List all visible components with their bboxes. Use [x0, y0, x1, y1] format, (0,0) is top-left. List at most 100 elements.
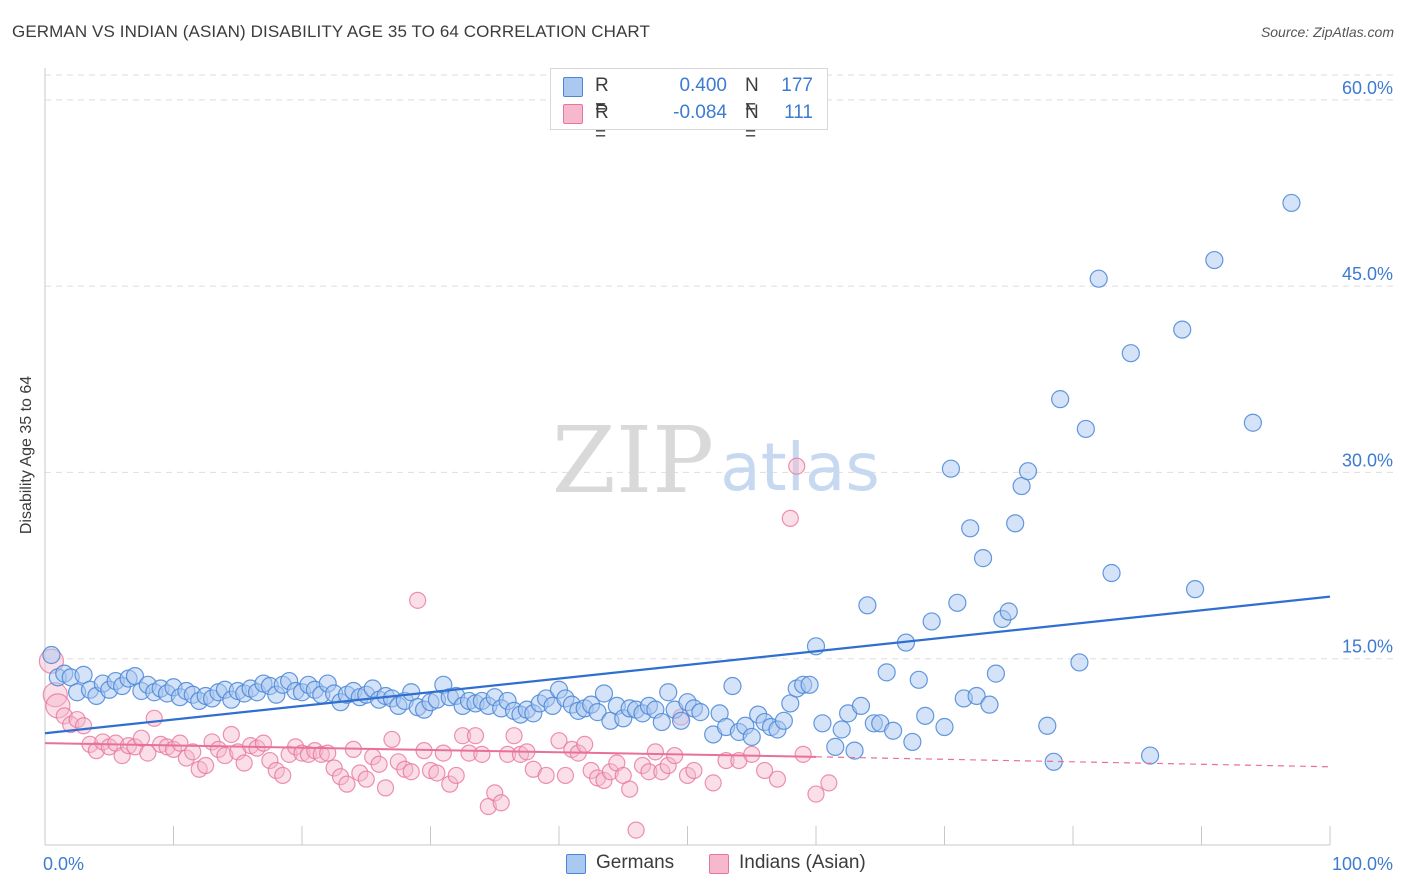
- y-tick-label: 60.0%: [1342, 78, 1393, 98]
- indians-point: [659, 756, 677, 775]
- germans-point: [813, 714, 832, 733]
- germans-point: [723, 676, 742, 696]
- indians-point: [254, 734, 273, 752]
- indians-point: [235, 754, 253, 772]
- indians-point: [447, 766, 465, 785]
- indians-point: [685, 761, 703, 780]
- indians-point: [627, 821, 645, 839]
- germans-point: [1243, 413, 1263, 432]
- tick-labels: 15.0% 30.0% 45.0% 60.0% 0.0% 100.0%: [43, 78, 1393, 874]
- germans-trend-line: [44, 595, 1331, 735]
- germans-point: [1089, 269, 1108, 288]
- germans-point: [877, 663, 896, 682]
- n-value: 177: [781, 75, 813, 96]
- indians-point: [383, 730, 401, 749]
- germans-point: [961, 519, 980, 538]
- indians-point: [376, 779, 395, 797]
- indians-point: [68, 710, 86, 729]
- germans-point: [948, 593, 967, 612]
- axes: [44, 68, 1331, 846]
- germans-point: [1076, 419, 1095, 439]
- correlation-legend: R = 0.400 N = 177 R = -0.084 N = 111: [550, 68, 828, 145]
- watermark-zip: ZIP: [552, 407, 714, 514]
- germans-point: [922, 612, 941, 631]
- germans-point: [845, 741, 864, 760]
- y-tick-label: 45.0%: [1342, 264, 1393, 284]
- indians-point: [454, 727, 472, 745]
- germans-point: [659, 683, 678, 702]
- indians-point: [505, 727, 523, 745]
- r-label: R =: [595, 102, 609, 145]
- r-value: 0.400: [679, 75, 727, 96]
- germans-point: [916, 706, 935, 725]
- germans-point: [883, 721, 903, 740]
- indians-point: [807, 785, 825, 803]
- germans-point: [973, 549, 993, 568]
- germans-point: [909, 670, 928, 689]
- germans-point: [1282, 193, 1301, 213]
- indians-trend-extension: [815, 756, 1331, 768]
- indians-point: [293, 744, 311, 762]
- germans-point: [1121, 344, 1140, 363]
- indians-point: [312, 745, 330, 763]
- indians-point: [409, 591, 427, 609]
- indians-point: [45, 693, 71, 719]
- indians-point: [171, 734, 189, 752]
- y-tick-label: 30.0%: [1342, 450, 1393, 470]
- indians-point: [402, 763, 420, 781]
- indians-point: [595, 771, 613, 790]
- germans-point: [1070, 653, 1089, 672]
- x-tick-label-min: 0.0%: [43, 854, 84, 874]
- germans-point: [652, 712, 671, 732]
- germans-point: [1051, 390, 1070, 409]
- germans-point: [742, 727, 761, 747]
- indians-point: [633, 756, 652, 775]
- germans-swatch: [566, 854, 586, 874]
- germans-point: [967, 686, 986, 706]
- indians-point: [222, 725, 240, 744]
- indians-point: [441, 775, 459, 793]
- germans-point: [935, 717, 954, 737]
- indians-point: [550, 732, 568, 750]
- indians-point: [466, 727, 485, 745]
- indians-point: [717, 751, 735, 770]
- germans-point: [594, 684, 614, 703]
- germans-point: [1173, 320, 1192, 339]
- indians-point: [537, 766, 555, 785]
- indians-point: [184, 743, 202, 761]
- germans-point: [671, 711, 691, 730]
- indians-point: [351, 764, 369, 782]
- x-tick-label-max: 100.0%: [1332, 854, 1393, 874]
- indians-point: [113, 746, 131, 765]
- germans-point: [986, 664, 1006, 683]
- germans-point: [999, 602, 1018, 621]
- indians-point: [653, 763, 671, 781]
- germans-point: [42, 645, 61, 665]
- n-label: N =: [745, 102, 759, 145]
- germans-swatch: [563, 77, 583, 97]
- indians-swatch: [563, 104, 583, 124]
- germans-point: [1102, 563, 1121, 583]
- indians-point: [216, 746, 234, 765]
- germans-point: [1185, 580, 1205, 599]
- indians-point: [132, 729, 150, 747]
- indians-point: [261, 751, 279, 770]
- indians-points: [38, 457, 838, 839]
- trend-lines: [44, 595, 1331, 768]
- germans-point: [800, 675, 819, 694]
- indians-point: [74, 717, 93, 735]
- indians-point: [145, 709, 163, 727]
- indians-point: [646, 743, 664, 761]
- germans-points: [42, 193, 1301, 771]
- germans-point: [832, 720, 851, 739]
- indians-point: [768, 770, 787, 788]
- indians-point: [197, 756, 215, 775]
- indians-point: [794, 745, 812, 763]
- indians-point: [370, 755, 388, 773]
- germans-point: [774, 711, 793, 730]
- y-tick-label: 15.0%: [1342, 637, 1393, 657]
- indians-point: [55, 707, 73, 725]
- indians-trend-line: [44, 742, 817, 758]
- indians-point: [357, 770, 375, 788]
